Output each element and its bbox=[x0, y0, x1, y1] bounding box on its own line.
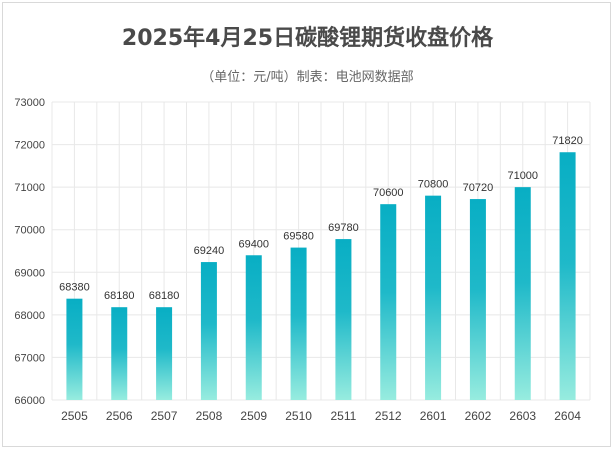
y-tick-label: 66000 bbox=[14, 395, 45, 407]
chart-frame bbox=[2, 2, 611, 447]
bar bbox=[425, 195, 442, 400]
bar bbox=[514, 187, 531, 400]
data-label: 69580 bbox=[283, 231, 314, 243]
bar bbox=[335, 239, 352, 400]
data-label: 70600 bbox=[373, 187, 404, 199]
x-tick-label: 2508 bbox=[196, 409, 223, 423]
y-tick-label: 68000 bbox=[14, 310, 45, 322]
x-tick-label: 2509 bbox=[240, 409, 267, 423]
y-tick-label: 67000 bbox=[14, 352, 45, 364]
x-tick-label: 2601 bbox=[420, 409, 447, 423]
bar bbox=[156, 307, 173, 400]
bar bbox=[111, 307, 128, 400]
bar bbox=[245, 255, 262, 400]
y-tick-label: 71000 bbox=[14, 182, 45, 194]
data-label: 69400 bbox=[238, 238, 269, 250]
data-label: 68180 bbox=[104, 290, 135, 302]
data-label: 69780 bbox=[328, 222, 359, 234]
bar bbox=[200, 262, 217, 400]
bar bbox=[559, 152, 576, 400]
chart-title: 2025年4月25日碳酸锂期货收盘价格 bbox=[121, 26, 494, 51]
y-tick-label: 73000 bbox=[14, 97, 45, 109]
y-tick-label: 70000 bbox=[14, 225, 45, 237]
x-tick-label: 2510 bbox=[285, 409, 312, 423]
x-tick-label: 2602 bbox=[465, 409, 492, 423]
bar bbox=[290, 247, 307, 400]
data-label: 71820 bbox=[552, 135, 583, 147]
data-label: 70800 bbox=[418, 179, 449, 191]
data-label: 71000 bbox=[507, 170, 538, 182]
x-tick-label: 2506 bbox=[106, 409, 133, 423]
data-label: 68380 bbox=[59, 282, 90, 294]
x-tick-label: 2512 bbox=[375, 409, 402, 423]
x-tick-label: 2507 bbox=[151, 409, 178, 423]
x-tick-label: 2505 bbox=[61, 409, 88, 423]
data-label: 69240 bbox=[194, 245, 225, 257]
data-label: 70720 bbox=[463, 182, 494, 194]
bar bbox=[469, 199, 486, 400]
bar bbox=[66, 298, 83, 400]
y-tick-label: 72000 bbox=[14, 140, 45, 152]
chart-subtitle: （单位：元/吨）制表：电池网数据部 bbox=[201, 70, 414, 85]
x-tick-label: 2603 bbox=[509, 409, 536, 423]
x-tick-label: 2604 bbox=[554, 409, 581, 423]
data-label: 68180 bbox=[149, 290, 180, 302]
x-tick-label: 2511 bbox=[331, 409, 357, 423]
y-tick-label: 69000 bbox=[14, 267, 45, 279]
bar bbox=[380, 204, 397, 400]
